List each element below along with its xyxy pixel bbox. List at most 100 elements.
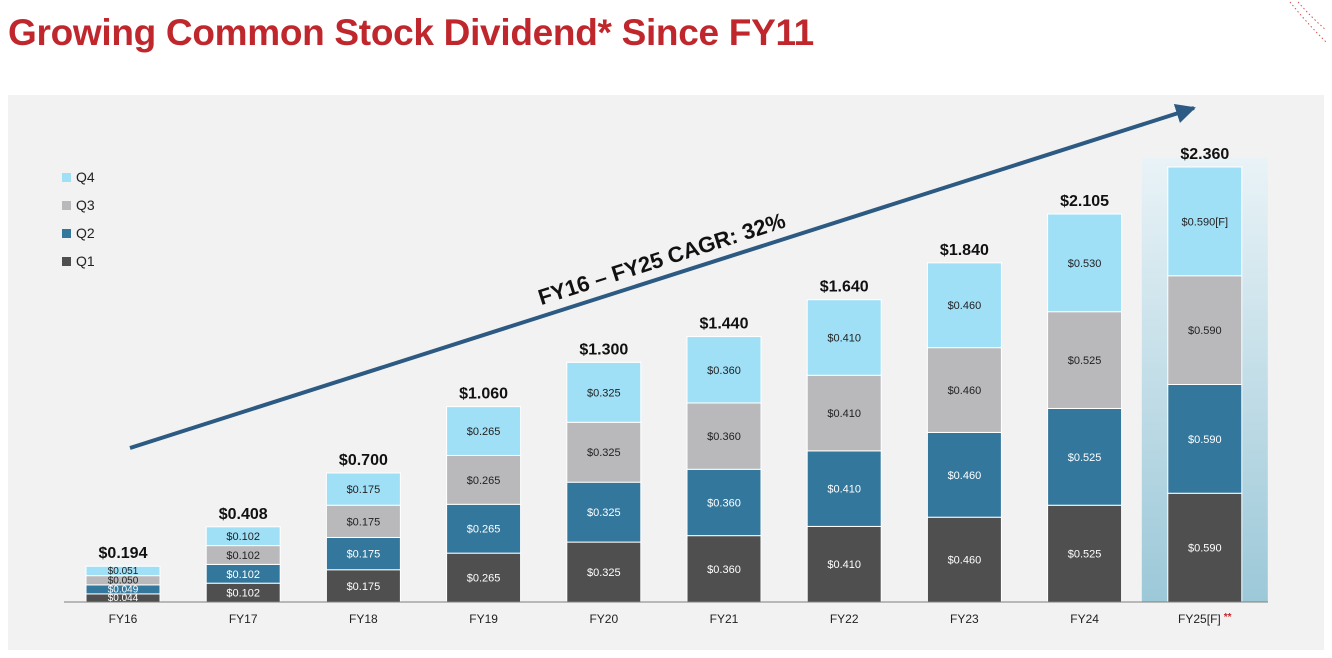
bar-total-label: $1.440 [700,316,749,333]
bar-total-label: $2.360 [1180,146,1229,163]
bar-value-label: $0.102 [226,550,260,562]
page-title: Growing Common Stock Dividend* Since FY1… [8,12,814,53]
legend-label: Q4 [76,169,95,185]
bar-total-label: $2.105 [1060,193,1109,210]
bar-value-label: $0.325 [587,567,621,579]
bar-value-label: $0.325 [587,447,621,459]
x-tick-label: FY20 [589,612,618,626]
x-tick-label: FY24 [1070,612,1099,626]
bar-value-label: $0.590[F] [1182,216,1228,228]
bar-segment-q4 [806,299,882,376]
bar-total-label: $0.700 [339,452,388,469]
bar-value-label: $0.410 [827,332,861,344]
x-tick-label: FY17 [229,612,258,626]
bar-total-label: $0.194 [99,545,148,562]
corner-decoration [1289,1,1327,43]
bar-segment-q4 [686,336,762,404]
bar-value-label: $0.175 [347,581,381,593]
bar-value-label: $0.050 [108,575,139,586]
bar-value-label: $0.460 [948,470,982,482]
bar-value-label: $0.410 [827,408,861,420]
bar-segment-q2 [446,503,522,554]
legend-item-q4: Q4 [62,163,95,191]
bar-value-label: $0.102 [226,531,260,543]
bar-value-label: $0.530 [1068,258,1102,270]
bar-value-label: $0.525 [1068,355,1102,367]
bar-value-label: $0.410 [827,559,861,571]
bar-value-label: $0.360 [707,365,741,377]
bar-segment-q3 [686,402,762,470]
x-tick-label: FY16 [109,612,138,626]
x-tick-label: FY25[F] ** [1178,612,1232,626]
bar-value-label: $0.265 [467,475,501,487]
x-tick-label: FY21 [710,612,739,626]
bar-value-label: $0.460 [948,300,982,312]
legend-swatch [62,200,71,210]
legend-label: Q3 [76,197,95,213]
bar-total-label: $1.640 [820,279,869,296]
legend-swatch [62,172,71,182]
x-tick-label: FY22 [830,612,859,626]
bar-value-label: $0.102 [226,588,260,600]
x-tick-label: FY19 [469,612,498,626]
bar-segment-q2 [806,450,882,527]
bar-value-label: $0.590 [1188,543,1222,555]
bar-segment-q2 [566,481,642,543]
bar-segment-q4 [566,361,642,423]
bar-segment-q3 [446,454,522,505]
legend-item-q3: Q3 [62,191,95,219]
bar-segment-q3 [806,374,882,452]
legend-swatch [62,256,71,266]
bar-segment-q3 [566,421,642,483]
cagr-annotation: FY16 – FY25 CAGR: 32% [535,208,788,310]
bar-value-label: $0.525 [1068,549,1102,561]
bar-value-label: $0.360 [707,431,741,443]
bar-segment-q4 [926,262,1002,349]
bar-value-label: $0.410 [827,484,861,496]
bar-value-label: $0.590 [1188,434,1222,446]
bar-value-label: $0.360 [707,564,741,576]
chart-legend: Q4 Q3 Q2 Q1 [62,163,95,275]
bar-total-label: $1.300 [579,341,628,358]
bar-value-label: $0.325 [587,387,621,399]
bar-value-label: $0.175 [347,549,381,561]
bar-value-label: $0.265 [467,573,501,585]
bar-total-label: $1.060 [459,386,508,403]
legend-label: Q1 [76,253,95,269]
legend-item-q1: Q1 [62,247,95,275]
bar-value-label: $0.044 [108,593,139,604]
x-tick-label: FY18 [349,612,378,626]
bar-segment-q2 [686,468,762,537]
bar-segment-q3 [325,504,401,538]
bar-segment-q4 [446,406,522,456]
bar-segment-q1 [1167,492,1243,603]
x-tick-label: FY23 [950,612,979,626]
bar-value-label: $0.265 [467,426,501,438]
bar-value-label: $0.525 [1068,452,1102,464]
bar-segment-q2 [325,536,401,571]
legend-swatch [62,228,71,238]
bar-segment-q1 [325,569,401,603]
bar-value-label: $0.175 [347,484,381,496]
bar-segment-q4 [205,526,281,547]
bar-value-label: $0.590 [1188,325,1222,337]
bar-segment-q2 [1167,384,1243,494]
bar-value-label: $0.051 [108,566,139,577]
bar-segment-q1 [686,535,762,603]
bar-segment-q3 [1167,275,1243,385]
bar-total-label: $1.840 [940,242,989,259]
bar-value-label: $0.325 [587,507,621,519]
bar-segment-q4 [325,472,401,506]
bar-segment-q1 [446,552,522,603]
bar-segment-q3 [1047,311,1123,409]
bar-segment-q2 [926,431,1002,518]
bar-value-label: $0.102 [226,569,260,581]
bar-value-label: $0.049 [108,584,139,595]
footnote-asterisk: ** [1224,612,1232,623]
legend-item-q2: Q2 [62,219,95,247]
bar-segment-q1 [566,541,642,603]
trend-arrow [129,103,1196,450]
bar-segment-q4 [1047,213,1123,313]
bar-value-label: $0.265 [467,524,501,536]
